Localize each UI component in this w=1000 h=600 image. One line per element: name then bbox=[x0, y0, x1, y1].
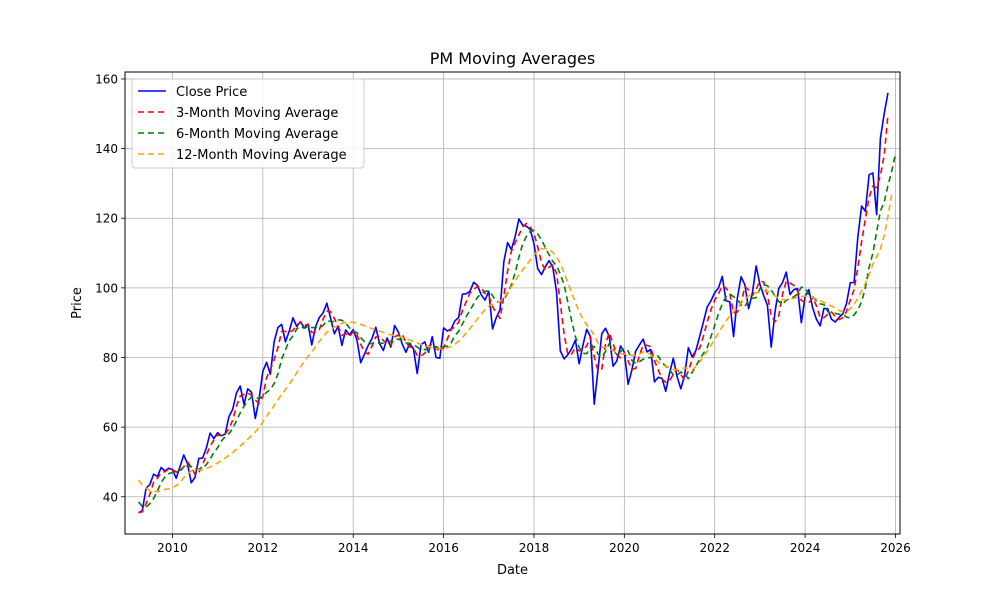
x-tick-label: 2014 bbox=[338, 541, 369, 555]
axis-ticks: 2010 2012 2014 2016 2018 2020 2022 2024 2026 40 60… bbox=[95, 72, 911, 555]
y-tick-label: 120 bbox=[95, 212, 118, 226]
x-tick-label: 2018 bbox=[519, 541, 550, 555]
series-lines bbox=[137, 92, 897, 514]
y-axis-label: Price bbox=[70, 287, 85, 319]
y-tick-label: 160 bbox=[95, 72, 118, 86]
x-axis-label: Date bbox=[497, 563, 528, 578]
series-line-3-month-moving-average bbox=[138, 114, 889, 514]
y-tick-label: 100 bbox=[95, 281, 118, 295]
y-tick-label: 140 bbox=[95, 142, 118, 156]
legend-label-12-month-ma: 12-Month Moving Average bbox=[176, 148, 347, 163]
legend-label-6-month-ma: 6-Month Moving Average bbox=[176, 127, 338, 142]
series-line-12-month-moving-average bbox=[137, 193, 893, 493]
x-tick-label: 2012 bbox=[248, 541, 279, 555]
x-tick-label: 2016 bbox=[428, 541, 459, 555]
y-tick-label: 40 bbox=[103, 490, 118, 504]
y-tick-label: 60 bbox=[103, 421, 118, 435]
y-tick-label: 80 bbox=[103, 351, 118, 365]
legend-label-3-month-ma: 3-Month Moving Average bbox=[176, 106, 338, 121]
series-line-close-price bbox=[138, 92, 889, 514]
x-tick-label: 2022 bbox=[699, 541, 730, 555]
x-tick-label: 2024 bbox=[790, 541, 821, 555]
series-line-6-month-moving-average bbox=[137, 153, 897, 508]
plot-frame bbox=[124, 71, 901, 535]
legend-box bbox=[131, 78, 365, 169]
chart-title: PM Moving Averages bbox=[430, 49, 595, 68]
x-tick-label: 2010 bbox=[157, 541, 188, 555]
legend: Close Price 3-Month Moving Average 6-Mon… bbox=[131, 78, 365, 169]
x-tick-label: 2026 bbox=[880, 541, 911, 555]
legend-label-close-price: Close Price bbox=[176, 85, 247, 100]
x-tick-label: 2020 bbox=[609, 541, 640, 555]
